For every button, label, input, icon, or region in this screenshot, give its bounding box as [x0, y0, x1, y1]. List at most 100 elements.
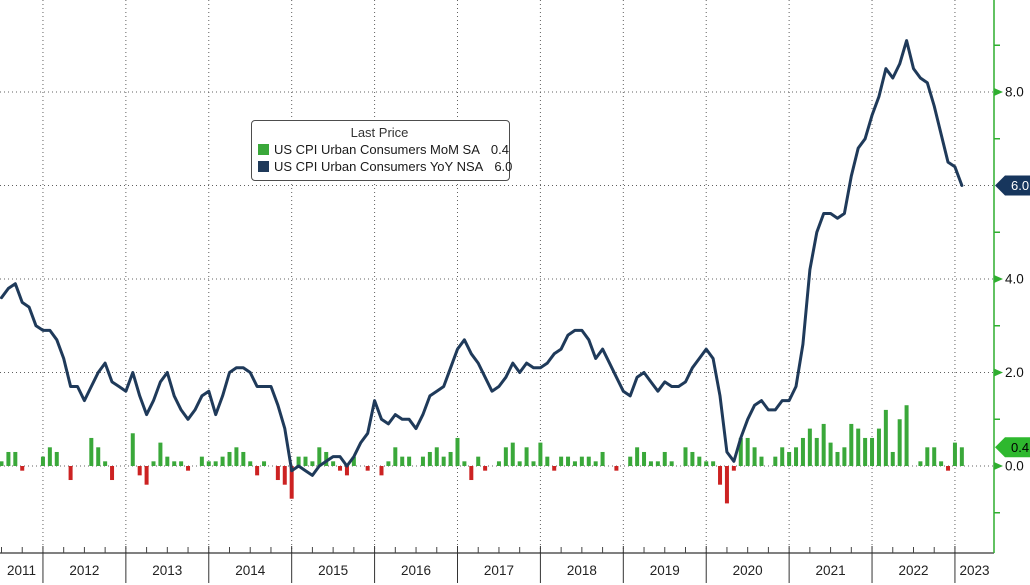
mom-bar: [275, 466, 280, 481]
mom-bar: [904, 405, 909, 466]
mom-bar: [262, 461, 267, 466]
mom-bar: [448, 451, 453, 466]
mom-bar: [227, 451, 232, 466]
mom-bar: [213, 461, 218, 466]
mom-bar: [828, 442, 833, 466]
mom-bar: [586, 456, 591, 466]
mom-bar: [959, 447, 964, 466]
mom-bar: [400, 456, 405, 466]
mom-bar: [20, 466, 25, 471]
y-tick-label: 2.0: [1005, 365, 1024, 380]
mom-bar: [331, 461, 336, 466]
mom-bar: [531, 461, 536, 466]
mom-bar: [47, 447, 52, 466]
mom-bar: [925, 447, 930, 466]
year-label: 2022: [898, 563, 928, 578]
mom-bar: [40, 456, 45, 466]
mom-bar: [559, 456, 564, 466]
mom-bar: [303, 456, 308, 466]
mom-bar: [130, 433, 135, 466]
mom-bar: [386, 461, 391, 466]
mom-bar: [952, 442, 957, 466]
year-label: 2019: [650, 563, 680, 578]
mom-bar: [393, 447, 398, 466]
mom-price-badge: 0.4: [995, 437, 1030, 458]
yoy-series-swatch: [258, 161, 269, 172]
mom-bar: [856, 428, 861, 466]
mom-bar: [787, 451, 792, 466]
mom-bar: [593, 461, 598, 466]
mom-bar: [724, 466, 729, 504]
mom-bar: [897, 419, 902, 466]
mom-bar: [745, 437, 750, 466]
mom-bar: [137, 466, 142, 476]
year-label: 2018: [567, 563, 597, 578]
mom-bar: [517, 461, 522, 466]
mom-bar: [324, 451, 329, 466]
mom-bar: [600, 451, 605, 466]
mom-bar: [179, 461, 184, 466]
mom-bar: [255, 466, 260, 476]
mom-bar: [172, 461, 177, 466]
mom-bar: [199, 456, 204, 466]
year-labels: 2011 2012 2013 2014 2015 2016 2017 2018 2019 2020…: [7, 563, 990, 578]
year-label: 2013: [152, 563, 182, 578]
mom-bar: [186, 466, 191, 471]
mom-bar: [794, 447, 799, 466]
mom-series-label: US CPI Urban Consumers MoM SA: [274, 142, 480, 157]
legend-row-yoy[interactable]: US CPI Urban Consumers YoY NSA 6.0: [258, 158, 512, 175]
yoy-price-badge: 6.0: [995, 175, 1030, 196]
mom-bar: [317, 447, 322, 466]
mom-bar: [870, 437, 875, 466]
mom-bar: [68, 466, 73, 481]
mom-bar: [462, 461, 467, 466]
mom-bar: [103, 461, 108, 466]
mom-bar: [510, 442, 515, 466]
mom-bar: [441, 456, 446, 466]
year-label: 2023: [959, 563, 989, 578]
mom-bar: [165, 456, 170, 466]
mom-bar: [54, 451, 59, 466]
mom-bar: [648, 461, 653, 466]
y-tick-label: 4.0: [1005, 272, 1024, 287]
right-axis: 0.0 2.0 4.0 8.0: [993, 0, 1024, 553]
mom-bar: [800, 437, 805, 466]
year-label: 2016: [401, 563, 431, 578]
mom-bar: [572, 461, 577, 466]
mom-bar: [738, 437, 743, 466]
legend-row-mom[interactable]: US CPI Urban Consumers MoM SA 0.4: [258, 141, 509, 158]
mom-bar: [731, 466, 736, 471]
mom-bar: [655, 461, 660, 466]
y-tick-label: 0.0: [1005, 459, 1024, 474]
mom-bar: [807, 428, 812, 466]
mom-bar: [842, 447, 847, 466]
mom-series-last-value: 0.4: [490, 142, 509, 157]
mom-bar: [697, 456, 702, 466]
mom-bar: [883, 409, 888, 466]
mom-bar: [427, 451, 432, 466]
mom-bar: [662, 451, 667, 466]
mom-bar: [773, 456, 778, 466]
mom-series-swatch: [258, 144, 269, 155]
mom-bar: [151, 461, 156, 466]
mom-bar: [503, 447, 508, 466]
mom-bar: [863, 437, 868, 466]
mom-bar: [545, 456, 550, 466]
mom-bar: [476, 456, 481, 466]
mom-bar: [932, 447, 937, 466]
mom-bar: [704, 461, 709, 466]
mom-bar: [469, 466, 474, 481]
mom-bar: [579, 456, 584, 466]
year-label: 2020: [733, 563, 763, 578]
legend-box[interactable]: Last Price US CPI Urban Consumers MoM SA…: [251, 120, 512, 181]
mom-bar: [946, 466, 951, 471]
v-gridlines: [42, 0, 956, 553]
mom-bar: [455, 437, 460, 466]
mom-bar: [849, 423, 854, 466]
mom-bar: [683, 447, 688, 466]
mom-bar: [918, 461, 923, 466]
mom-bar: [496, 461, 501, 466]
mom-bar: [821, 423, 826, 466]
legend-title: Last Price: [350, 125, 409, 140]
